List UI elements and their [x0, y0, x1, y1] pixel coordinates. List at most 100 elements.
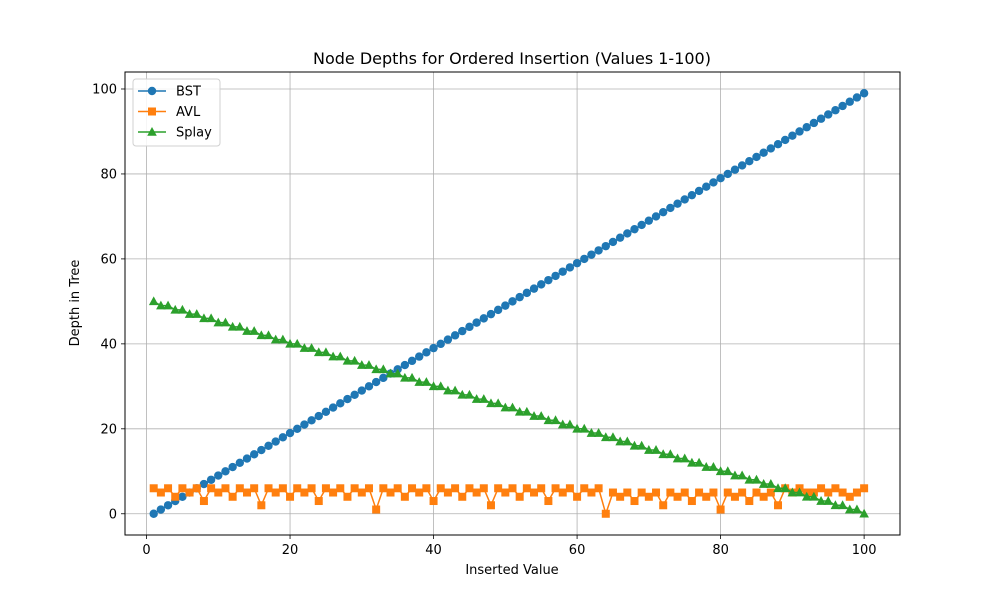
data-point-avl: [666, 488, 675, 497]
y-tick-label: 80: [100, 167, 117, 182]
data-point-splay: [715, 466, 726, 476]
data-point-splay: [285, 338, 295, 348]
chart-title: Node Depths for Ordered Insertion (Value…: [313, 49, 711, 68]
data-point-bst: [479, 314, 488, 323]
data-point-splay: [385, 368, 396, 378]
data-point-bst: [422, 348, 431, 357]
data-point-bst: [465, 322, 474, 332]
data-point-avl: [573, 492, 582, 501]
data-point-avl: [608, 488, 617, 497]
data-point-splay: [622, 436, 633, 446]
data-point-splay: [270, 334, 281, 344]
data-point-bst: [565, 263, 575, 272]
data-point-bst: [759, 148, 768, 157]
data-point-bst: [293, 424, 302, 434]
data-point-splay: [263, 330, 274, 340]
data-point-splay: [758, 479, 769, 488]
data-point-avl: [436, 484, 445, 493]
legend-marker-splay: [147, 127, 157, 136]
data-point-splay: [184, 309, 195, 318]
data-point-avl: [379, 484, 388, 493]
data-point-bst: [242, 454, 252, 463]
data-point-avl: [214, 488, 223, 497]
data-point-splay: [299, 343, 310, 352]
data-point-bst: [515, 292, 524, 302]
data-point-bst: [156, 505, 166, 514]
data-point-splay: [651, 445, 661, 454]
data-point-avl: [702, 492, 711, 501]
data-point-splay: [321, 347, 331, 357]
data-point-splay: [665, 449, 676, 459]
data-point-avl: [558, 488, 567, 497]
data-point-bst: [436, 339, 445, 349]
plot-area-frame: [124, 71, 901, 536]
data-point-avl: [852, 488, 861, 497]
data-point-bst: [594, 246, 603, 255]
data-point-avl: [594, 484, 603, 493]
data-point-avl: [329, 488, 338, 497]
data-point-bst: [336, 399, 345, 408]
data-point-bst: [558, 267, 567, 276]
data-point-bst: [680, 195, 689, 204]
series-bst: [149, 89, 869, 518]
data-point-splay: [823, 496, 834, 505]
data-point-splay: [443, 385, 453, 395]
data-point-bst: [730, 165, 740, 174]
data-point-splay: [177, 304, 188, 314]
data-point-avl: [623, 488, 632, 497]
data-point-splay: [737, 470, 747, 480]
data-point-bst: [831, 106, 840, 115]
data-point-splay: [744, 474, 755, 484]
data-point-bst: [321, 407, 331, 417]
data-point-splay: [421, 377, 432, 386]
data-point-bst: [364, 382, 374, 391]
data-point-bst: [694, 186, 704, 196]
data-point-splay: [658, 449, 668, 459]
data-point-avl: [587, 488, 596, 497]
data-point-avl: [630, 497, 639, 506]
data-point-avl: [580, 484, 589, 493]
data-point-bst: [501, 301, 510, 310]
data-point-splay: [235, 321, 245, 331]
data-point-avl: [824, 488, 833, 497]
data-point-avl: [264, 484, 273, 493]
data-point-bst: [608, 237, 618, 247]
data-point-avl: [415, 488, 424, 497]
data-point-avl: [494, 484, 503, 493]
data-point-bst: [587, 250, 596, 259]
data-point-bst: [702, 182, 711, 191]
data-point-avl: [486, 501, 495, 510]
data-point-avl: [364, 484, 373, 493]
data-point-splay: [163, 300, 173, 310]
data-point-avl: [451, 484, 460, 493]
data-point-bst: [795, 127, 804, 136]
data-point-avl: [687, 497, 696, 506]
data-point-splay: [644, 445, 654, 454]
data-point-bst: [802, 123, 811, 132]
data-point-avl: [472, 488, 481, 497]
data-point-bst: [709, 178, 718, 187]
data-point-bst: [766, 144, 776, 153]
data-point-bst: [350, 390, 359, 400]
data-point-avl: [673, 492, 682, 501]
data-point-splay: [636, 440, 647, 450]
data-point-avl: [400, 492, 409, 501]
data-point-splay: [392, 368, 403, 378]
data-point-splay: [199, 313, 209, 323]
data-point-splay: [565, 419, 575, 429]
data-point-bst: [852, 93, 862, 102]
data-point-bst: [816, 114, 826, 123]
data-point-avl: [293, 484, 302, 493]
data-point-bst: [716, 173, 725, 183]
x-tick-label: 60: [569, 543, 586, 558]
data-point-splay: [400, 372, 410, 382]
data-point-splay: [830, 500, 841, 510]
data-point-splay: [730, 470, 740, 480]
data-point-bst: [859, 89, 869, 98]
data-point-splay: [507, 402, 518, 412]
x-tick-label: 100: [852, 543, 877, 558]
data-point-splay: [357, 360, 367, 369]
data-point-avl: [221, 484, 230, 493]
data-point-avl: [616, 492, 625, 501]
